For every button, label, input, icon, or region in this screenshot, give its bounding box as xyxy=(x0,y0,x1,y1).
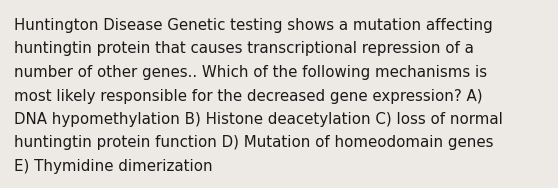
Text: huntingtin protein function D) Mutation of homeodomain genes: huntingtin protein function D) Mutation … xyxy=(14,136,493,151)
Text: number of other genes.. Which of the following mechanisms is: number of other genes.. Which of the fol… xyxy=(14,65,487,80)
Text: E) Thymidine dimerization: E) Thymidine dimerization xyxy=(14,159,213,174)
Text: huntingtin protein that causes transcriptional repression of a: huntingtin protein that causes transcrip… xyxy=(14,42,474,57)
Text: most likely responsible for the decreased gene expression? A): most likely responsible for the decrease… xyxy=(14,89,483,104)
Text: Huntington Disease Genetic testing shows a mutation affecting: Huntington Disease Genetic testing shows… xyxy=(14,18,493,33)
Text: DNA hypomethylation B) Histone deacetylation C) loss of normal: DNA hypomethylation B) Histone deacetyla… xyxy=(14,112,503,127)
